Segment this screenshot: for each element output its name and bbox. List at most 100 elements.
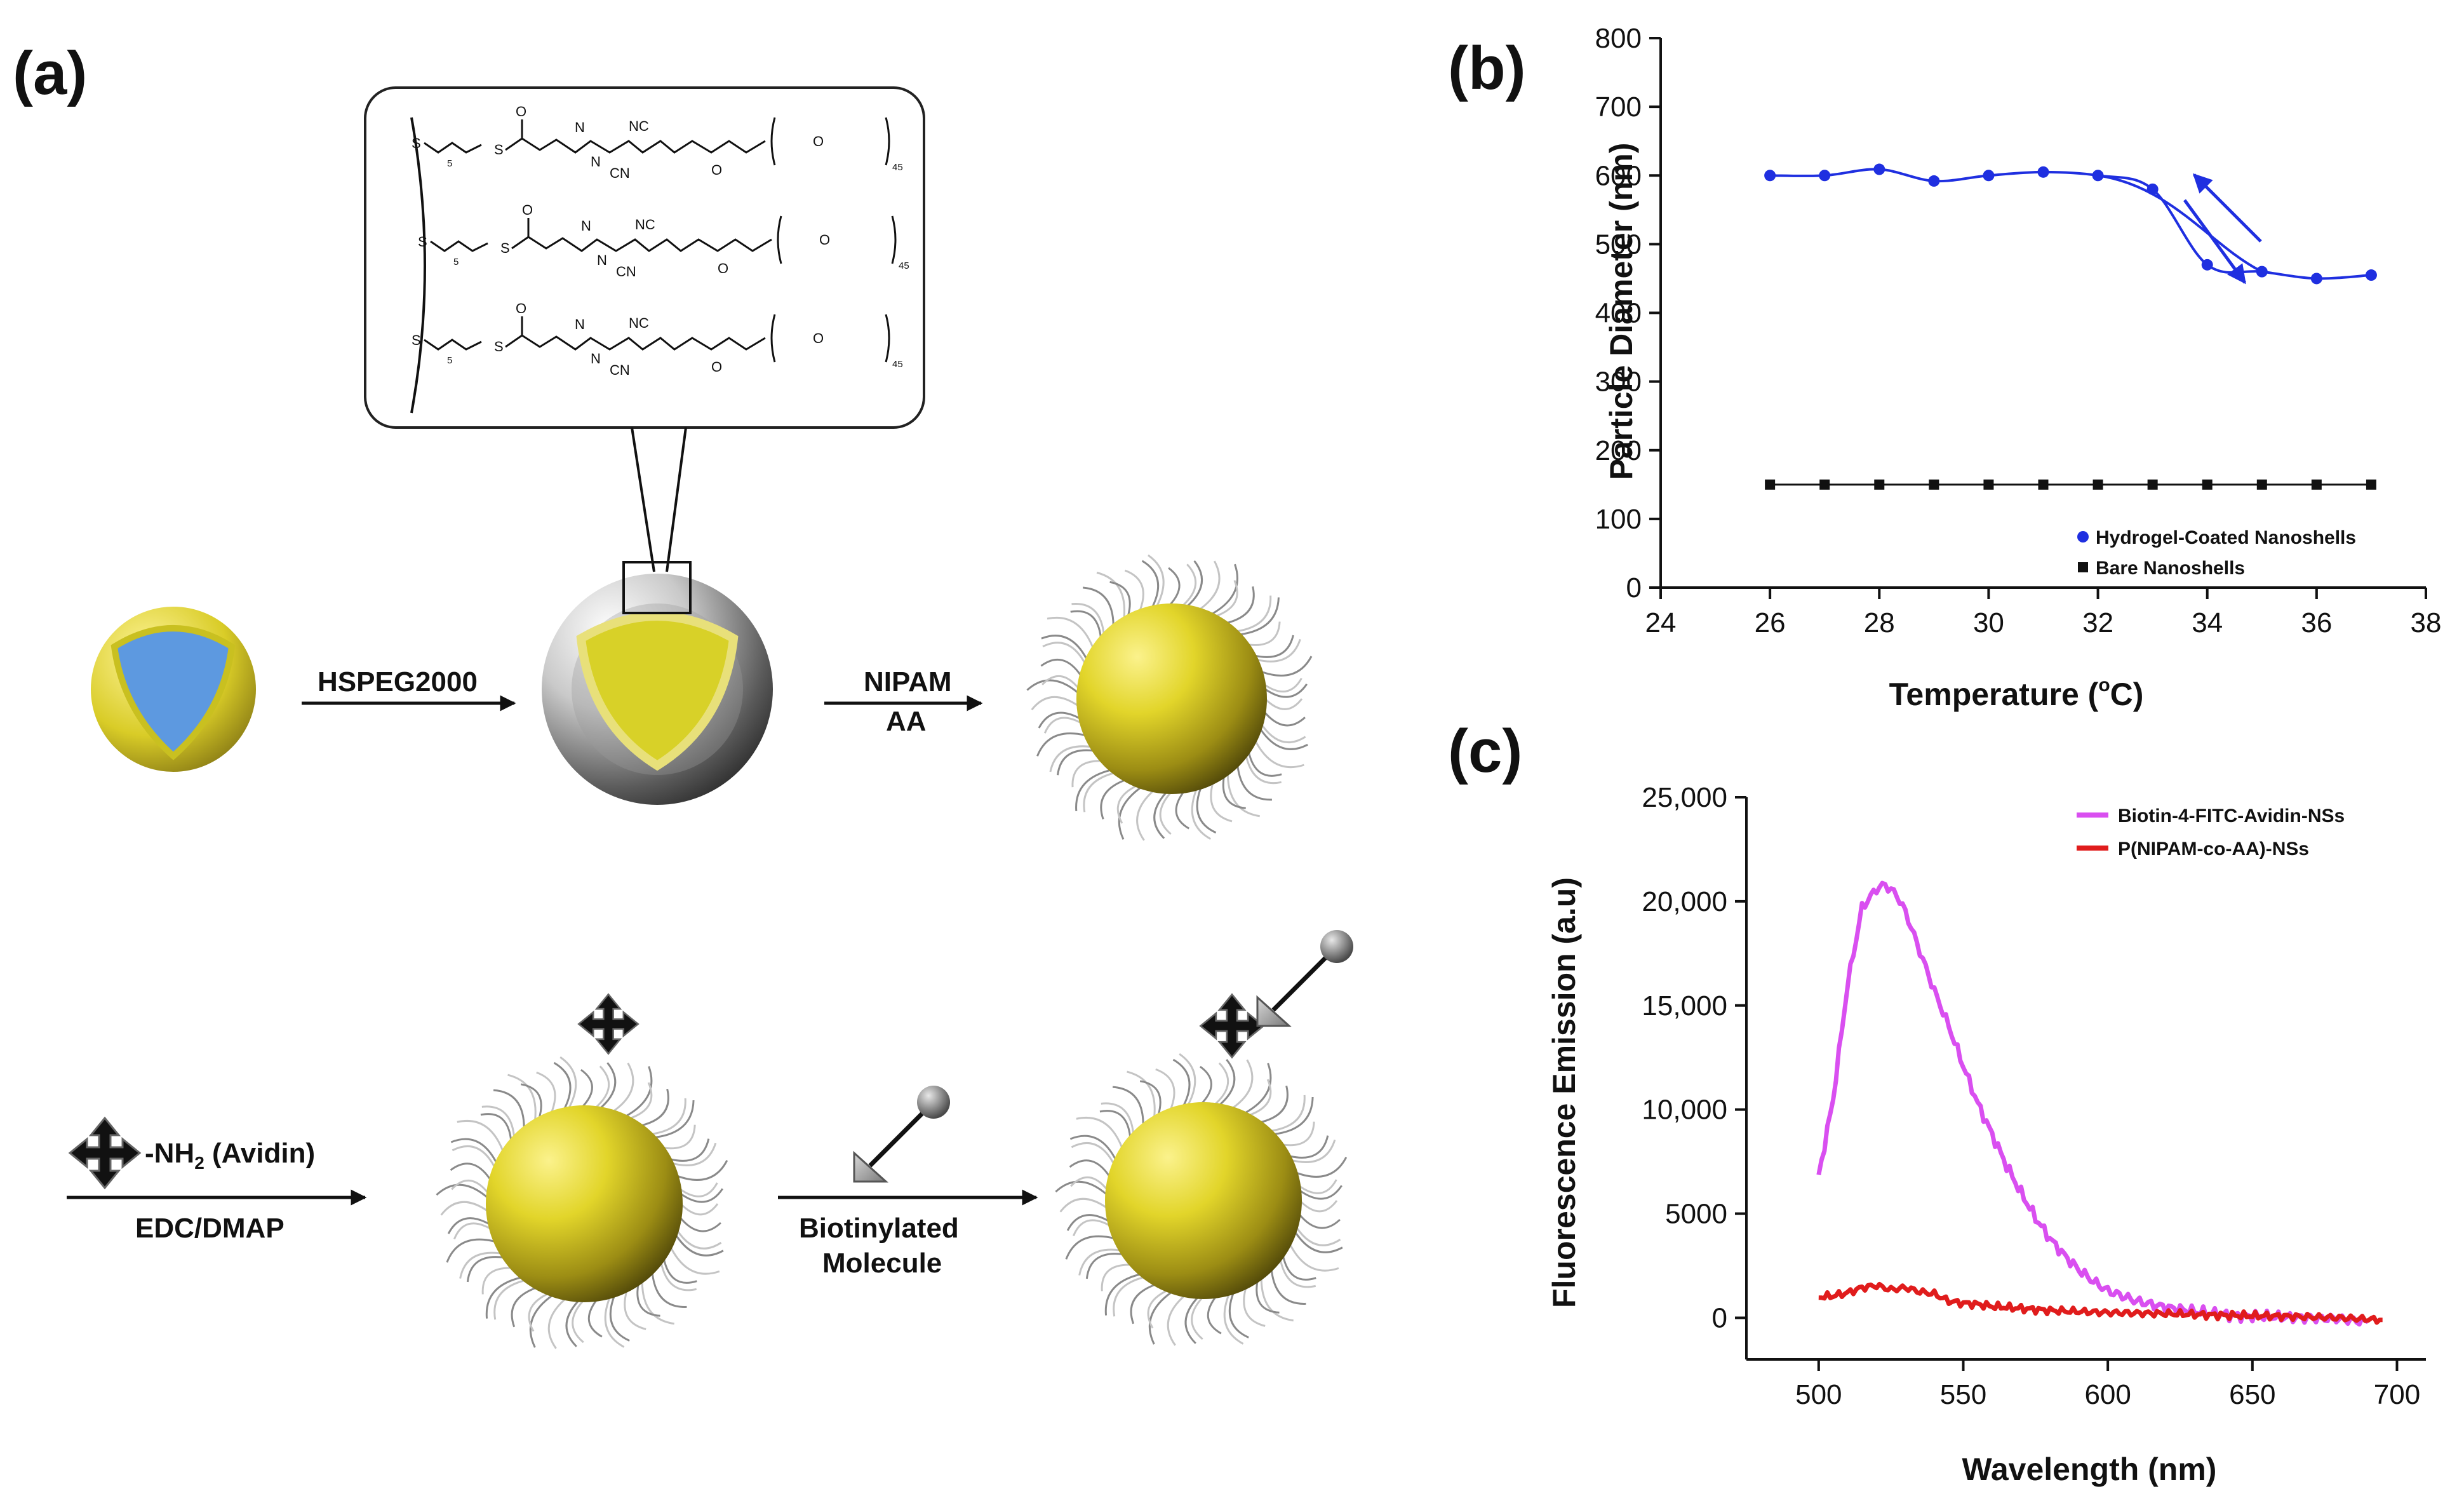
y-tick-label: 800 bbox=[1595, 23, 1642, 54]
svg-text:AA: AA bbox=[886, 706, 927, 737]
data-point-bare bbox=[2202, 479, 2213, 490]
data-point-hydrogel bbox=[2365, 269, 2377, 281]
avidin-icon bbox=[577, 993, 639, 1055]
svg-text:-NH2 (Avidin): -NH2 (Avidin) bbox=[145, 1138, 315, 1173]
peg-coated-nanoshell-graphic bbox=[542, 561, 773, 805]
panel-c: (c) 500 550 600 650 700 0 5000 10,000 15,000 20,0… bbox=[1448, 717, 2426, 1487]
svg-text:HSPEG2000: HSPEG2000 bbox=[318, 666, 478, 698]
panel-b-label: (b) bbox=[1448, 34, 1526, 102]
data-point-hydrogel bbox=[2146, 183, 2159, 195]
y-tick-label: 20,000 bbox=[1642, 886, 1727, 917]
legend-label-bare: Bare Nanoshells bbox=[2096, 558, 2245, 579]
svg-text:N: N bbox=[575, 119, 585, 135]
y-axis-title: Fluorescence Emission (a.u) bbox=[1546, 877, 1582, 1308]
x-axis-title: Wavelength (nm) bbox=[1962, 1452, 2217, 1487]
series-line-hydrogel-return bbox=[2098, 174, 2263, 273]
data-point-hydrogel bbox=[1819, 170, 1831, 182]
biotin-avidin-complex-icon bbox=[1200, 930, 1354, 1058]
y-tick-label: 0 bbox=[1626, 572, 1642, 603]
x-tick-label: 700 bbox=[2374, 1379, 2420, 1410]
y-tick-label: 0 bbox=[1712, 1302, 1727, 1333]
x-axis-title: Temperature (oC) bbox=[1889, 675, 2144, 712]
y-tick-label: 15,000 bbox=[1642, 990, 1727, 1021]
data-point-hydrogel bbox=[2037, 166, 2049, 178]
x-tick-label: 36 bbox=[2301, 607, 2332, 638]
chemical-structure-callout: S 5 S O NC CN N N O O 45 bbox=[364, 86, 925, 572]
legend-label-biotin: Biotin-4-FITC-Avidin-NSs bbox=[2118, 805, 2345, 826]
series-line-biotin bbox=[1816, 880, 2369, 1327]
panel-a: (a) S 5 S O NC CN N N O O 45 bbox=[13, 39, 1353, 1349]
panel-a-label: (a) bbox=[13, 39, 87, 107]
y-axis-title: Particle Diameter (nm) bbox=[1604, 143, 1639, 480]
svg-text:Biotinylated: Biotinylated bbox=[799, 1213, 959, 1244]
x-tick-label: 500 bbox=[1795, 1379, 1842, 1410]
hydrogel-nanoshell-graphic-3 bbox=[1055, 1053, 1348, 1346]
data-point-bare bbox=[2038, 479, 2049, 490]
x-tick-label: 26 bbox=[1755, 607, 1786, 638]
y-tick-label: 100 bbox=[1595, 504, 1642, 535]
data-point-bare bbox=[2366, 479, 2376, 490]
data-point-bare bbox=[1929, 479, 1939, 490]
data-point-bare bbox=[2256, 479, 2267, 490]
bare-nanoshell-graphic bbox=[91, 607, 256, 772]
x-tick-label: 24 bbox=[1645, 607, 1677, 638]
x-tick-label: 34 bbox=[2192, 607, 2223, 638]
legend-marker-hydrogel bbox=[2077, 531, 2089, 543]
y-tick-label: 25,000 bbox=[1642, 782, 1727, 813]
x-tick-label: 32 bbox=[2082, 607, 2113, 638]
y-tick-label: 200 bbox=[1595, 435, 1642, 466]
y-tick-label: 500 bbox=[1595, 229, 1642, 260]
svg-text:NIPAM: NIPAM bbox=[864, 666, 952, 698]
data-point-hydrogel bbox=[1764, 170, 1776, 182]
svg-text:EDC/DMAP: EDC/DMAP bbox=[135, 1213, 285, 1244]
legend-label-hydrogel: Hydrogel-Coated Nanoshells bbox=[2096, 527, 2356, 548]
data-point-bare bbox=[1983, 479, 1994, 490]
legend-label-pnipam: P(NIPAM-co-AA)-NSs bbox=[2118, 839, 2309, 859]
svg-text:N: N bbox=[591, 154, 601, 170]
svg-text:O: O bbox=[813, 133, 824, 149]
data-point-bare bbox=[1765, 479, 1776, 490]
x-tick-label: 30 bbox=[1973, 607, 2004, 638]
series-line-hydrogel bbox=[1770, 168, 2372, 280]
data-point-bare bbox=[2147, 479, 2158, 490]
data-point-hydrogel bbox=[1873, 163, 1885, 175]
svg-text:S: S bbox=[494, 142, 504, 158]
y-tick-label: 400 bbox=[1595, 298, 1642, 329]
data-point-bare bbox=[2092, 479, 2103, 490]
step-arrow-hspeg: HSPEG2000 bbox=[302, 666, 516, 711]
data-point-bare bbox=[1874, 479, 1885, 490]
x-tick-label: 38 bbox=[2411, 607, 2442, 638]
y-tick-label: 10,000 bbox=[1642, 1095, 1727, 1126]
data-point-hydrogel bbox=[2310, 273, 2322, 285]
x-tick-label: 28 bbox=[1864, 607, 1895, 638]
hysteresis-arrows bbox=[2183, 173, 2262, 285]
y-tick-label: 600 bbox=[1595, 160, 1642, 191]
data-point-hydrogel bbox=[2256, 266, 2268, 278]
svg-text:45: 45 bbox=[892, 162, 903, 173]
x-tick-label: 600 bbox=[2084, 1379, 2131, 1410]
svg-text:CN: CN bbox=[610, 165, 630, 181]
panel-b: (b) 24 26 28 30 32 34 36 38 0 100 200 300 400 500 600 7… bbox=[1448, 23, 2441, 712]
svg-text:Molecule: Molecule bbox=[822, 1248, 942, 1279]
data-point-hydrogel bbox=[2092, 170, 2104, 182]
y-tick-label: 300 bbox=[1595, 367, 1642, 398]
data-point-bare bbox=[2311, 479, 2322, 490]
data-point-hydrogel bbox=[1983, 170, 1995, 182]
x-tick-label: 550 bbox=[1940, 1379, 1986, 1410]
data-point-bare bbox=[1819, 479, 1830, 490]
panel-c-label: (c) bbox=[1448, 717, 1522, 785]
step-arrow-biotin: Biotinylated Molecule bbox=[778, 1086, 1038, 1279]
hydrogel-nanoshell-graphic-2 bbox=[436, 1056, 728, 1349]
data-point-hydrogel bbox=[2201, 259, 2213, 271]
fluorescence-emission-chart: 500 550 600 650 700 0 5000 10,000 15,000 20,000 25… bbox=[1546, 782, 2426, 1487]
avidin-reagent: -NH2 (Avidin) EDC/DMAP bbox=[67, 1117, 367, 1244]
svg-text:O: O bbox=[711, 162, 722, 178]
legend-marker-bare bbox=[2078, 562, 2088, 572]
svg-text:S: S bbox=[412, 135, 421, 151]
x-tick-label: 650 bbox=[2229, 1379, 2275, 1410]
svg-text:NC: NC bbox=[629, 118, 649, 134]
data-point-hydrogel bbox=[1928, 175, 1940, 187]
hydrogel-nanoshell-graphic-1 bbox=[1026, 554, 1313, 841]
y-tick-label: 5000 bbox=[1665, 1199, 1727, 1230]
svg-text:5: 5 bbox=[447, 158, 452, 169]
